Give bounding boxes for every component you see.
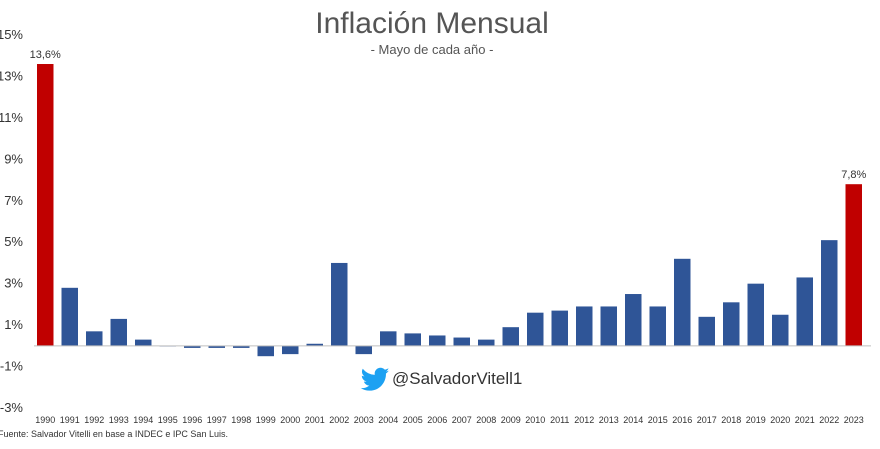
y-tick-label: 1% [4, 317, 23, 332]
x-tick-label: 2023 [844, 415, 864, 425]
bar-2019 [747, 283, 764, 346]
source-note: Fuente: Salvador Vitelli en base a INDEC… [0, 429, 228, 439]
bar-2001 [306, 343, 323, 346]
bar-2002 [331, 262, 348, 346]
x-tick-label: 2018 [721, 415, 741, 425]
bar-1990 [37, 64, 54, 346]
watermark: @SalvadorVitell1 [360, 367, 522, 391]
x-tick-label: 2003 [354, 415, 374, 425]
bar-2006 [429, 335, 446, 346]
bar-2018 [723, 302, 740, 346]
y-tick-label: 11% [0, 110, 23, 125]
y-tick-label: 9% [4, 151, 23, 166]
bar-1999 [257, 345, 274, 357]
x-tick-label: 1991 [60, 415, 80, 425]
x-tick-label: 1997 [207, 415, 227, 425]
x-tick-label: 2015 [648, 415, 668, 425]
x-tick-label: 2001 [305, 415, 325, 425]
x-tick-label: 1998 [231, 415, 251, 425]
bar-2023 [845, 184, 862, 346]
bar-1991 [61, 287, 78, 346]
x-tick-label: 2020 [770, 415, 790, 425]
bar-1998 [233, 345, 250, 348]
bar-2020 [772, 314, 789, 346]
bar-2021 [796, 277, 813, 346]
bar-2000 [282, 345, 299, 355]
x-tick-label: 2019 [746, 415, 766, 425]
bar-1994 [135, 339, 152, 346]
y-tick-label: 15% [0, 27, 23, 42]
x-tick-label: 1994 [133, 415, 153, 425]
chart-subtitle: - Mayo de cada año - [371, 42, 494, 57]
x-tick-label: 2004 [378, 415, 398, 425]
x-tick-label: 2010 [525, 415, 545, 425]
bar-2005 [404, 333, 421, 346]
bar-2007 [453, 337, 470, 346]
x-tick-label: 1993 [109, 415, 129, 425]
bar-1993 [110, 318, 127, 346]
x-tick-label: 2006 [427, 415, 447, 425]
bar-1996 [184, 345, 201, 348]
bar-2011 [551, 310, 568, 346]
bar-2010 [527, 312, 544, 346]
y-axis: 15% 13% 11% 9% 7% 5% 3% 1% -1% -3% [0, 27, 23, 415]
y-tick-label: -1% [0, 359, 23, 374]
data-label-1990: 13,6% [30, 49, 61, 61]
y-tick-label: 5% [4, 234, 23, 249]
y-tick-label: 7% [4, 193, 23, 208]
x-tick-label: 2022 [819, 415, 839, 425]
bar-2013 [600, 306, 617, 346]
data-label-2023: 7,8% [841, 169, 866, 181]
y-tick-label: 13% [0, 68, 23, 83]
data-labels: 13,6% 7,8% [30, 49, 867, 181]
x-tick-label: 2011 [550, 415, 569, 425]
x-tick-label: 2013 [599, 415, 619, 425]
x-tick-label: 2007 [452, 415, 472, 425]
x-tick-label: 2021 [795, 415, 815, 425]
chart-title: Inflación Mensual [315, 7, 548, 40]
y-tick-label: 3% [4, 276, 23, 291]
bar-2009 [502, 327, 519, 346]
x-tick-label: 2002 [329, 415, 349, 425]
x-tick-label: 2000 [280, 415, 300, 425]
twitter-bird-icon [360, 367, 390, 391]
x-tick-label: 1999 [256, 415, 276, 425]
x-tick-label: 1996 [182, 415, 202, 425]
bar-2004 [380, 331, 397, 346]
bar-1997 [208, 345, 225, 348]
y-tick-label: -3% [0, 400, 23, 415]
x-tick-label: 1990 [35, 415, 55, 425]
bar-2017 [698, 316, 715, 346]
x-tick-label: 2008 [476, 415, 496, 425]
bar-1992 [86, 331, 103, 346]
x-tick-label: 2012 [574, 415, 594, 425]
x-tick-label: 2017 [697, 415, 717, 425]
x-tick-label: 1992 [84, 415, 104, 425]
bar-2022 [821, 240, 838, 346]
twitter-handle: @SalvadorVitell1 [392, 369, 522, 388]
bar-2015 [649, 306, 666, 346]
bar-2012 [576, 306, 593, 346]
bar-2014 [625, 294, 642, 346]
x-tick-label: 2014 [623, 415, 643, 425]
x-tick-label: 2016 [672, 415, 692, 425]
x-tick-label: 1995 [158, 415, 178, 425]
bar-2008 [478, 339, 495, 346]
x-tick-label: 2005 [403, 415, 423, 425]
bar-2003 [355, 345, 372, 355]
x-axis: 1990 1991 1992 1993 1994 1995 1996 1997 1998 1999… [35, 415, 864, 425]
bar-2016 [674, 258, 691, 346]
x-tick-label: 2009 [501, 415, 521, 425]
bar-series [37, 64, 862, 357]
